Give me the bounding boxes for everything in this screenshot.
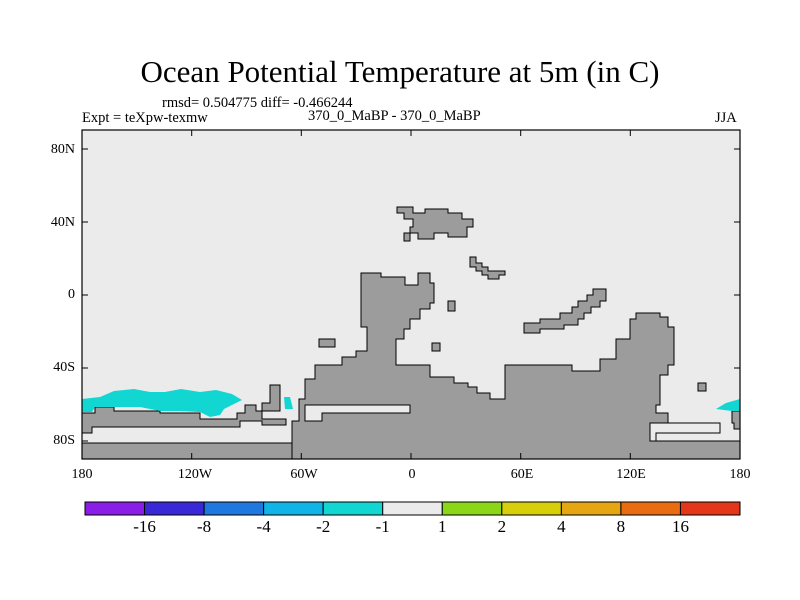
colorbar-swatch — [382, 501, 443, 516]
anomaly-patches — [82, 389, 740, 417]
colorbar — [84, 501, 741, 516]
lat-tick-label: 0 — [68, 287, 75, 302]
colorbar-swatch — [560, 501, 622, 516]
colorbar-swatch — [203, 501, 265, 516]
lat-tick-label: 40S — [53, 360, 75, 375]
colorbar-label: 4 — [557, 517, 566, 536]
lon-ticks — [191, 130, 631, 459]
colorbar-label: -4 — [256, 517, 271, 536]
colorbar-label: 2 — [497, 517, 507, 536]
colorbar-swatch — [144, 501, 205, 516]
lat-tick-label: 80N — [50, 142, 75, 157]
lon-tick-label: 0 — [408, 467, 416, 482]
colorbar-swatch — [501, 501, 562, 516]
land-mass — [396, 206, 474, 242]
colorbar-label: -2 — [316, 517, 331, 536]
colorbar-swatch — [263, 501, 324, 516]
lon-tick-label: 120E — [616, 467, 646, 482]
land-mass — [81, 404, 287, 434]
lat-tick-label: 80S — [53, 433, 75, 448]
map-title: Ocean Potential Temperature at 5m (in C) — [140, 54, 660, 89]
lon-tick-label: 60W — [290, 467, 318, 482]
colorbar-label: 1 — [438, 517, 447, 536]
colorbar-swatch — [84, 501, 146, 516]
ocean-inlet — [649, 422, 721, 442]
colorbar-label: -16 — [133, 517, 156, 536]
ocean-inlet — [304, 404, 411, 422]
anomaly-patch — [284, 397, 293, 409]
comparison-label: 370_0_MaBP - 370_0_MaBP — [308, 108, 481, 124]
land-mass — [523, 288, 607, 334]
lon-tick-label: 60E — [510, 467, 534, 482]
colorbar-label: 16 — [671, 517, 689, 536]
colorbar-swatch — [441, 501, 503, 516]
lon-tick-label: 180 — [71, 467, 93, 482]
colorbar-swatch — [620, 501, 681, 516]
lat-tick-label: 40N — [50, 215, 75, 230]
season-label: JJA — [715, 110, 737, 126]
land-mass — [81, 442, 293, 460]
land-mass — [318, 338, 336, 348]
colorbar-swatch — [679, 501, 741, 516]
anomaly-patch — [82, 389, 242, 417]
experiment-label: Expt = teXpw-texmw — [82, 110, 208, 126]
land-mass — [431, 342, 441, 352]
colorbar-label: -1 — [375, 517, 390, 536]
land-mass — [469, 256, 506, 280]
stats-text: rmsd= 0.504775 diff= -0.466244 — [162, 95, 353, 111]
anomaly-patch — [716, 399, 740, 411]
land-mass — [697, 382, 707, 392]
lon-tick-label: 120W — [177, 467, 213, 482]
lon-tick-label: 180 — [729, 467, 751, 482]
lat-ticks — [82, 148, 740, 442]
land-mass — [447, 300, 456, 312]
colorbar-swatch — [322, 501, 384, 516]
colorbar-label: 8 — [616, 517, 626, 536]
colorbar-label: -8 — [196, 517, 212, 536]
